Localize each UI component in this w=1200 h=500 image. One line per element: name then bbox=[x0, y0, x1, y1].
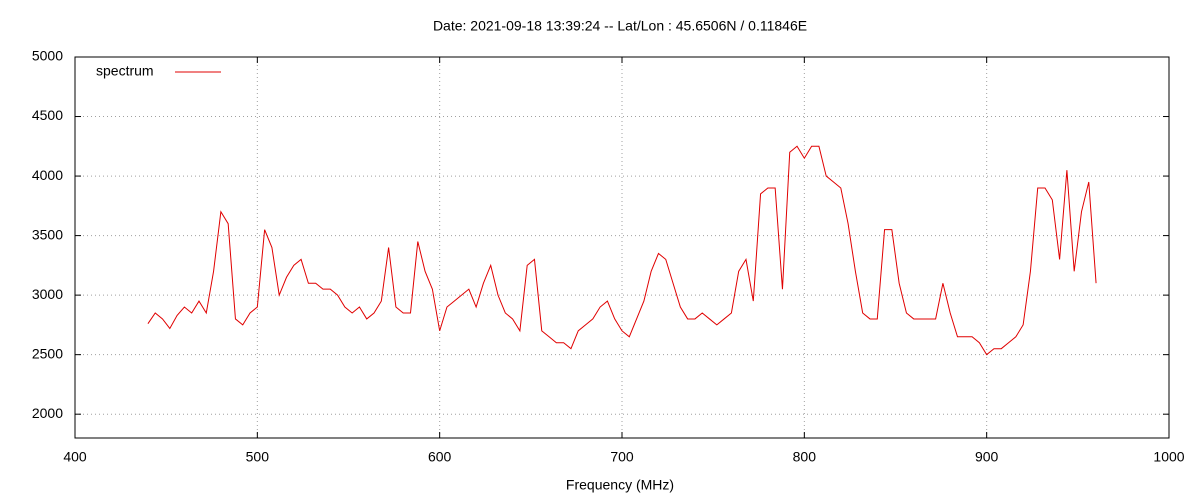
plot-frame bbox=[74, 56, 1170, 439]
y-tick-label: 2000 bbox=[32, 405, 63, 421]
chart-title: Date: 2021-09-18 13:39:24 -- Lat/Lon : 4… bbox=[433, 18, 807, 34]
spectrum-line bbox=[147, 145, 1097, 356]
y-tick-label: 3500 bbox=[32, 226, 63, 242]
x-tick-label: 700 bbox=[610, 449, 634, 465]
y-tick-label: 4500 bbox=[32, 107, 63, 123]
x-tick-label: 800 bbox=[793, 449, 817, 465]
x-tick-label: 600 bbox=[428, 449, 452, 465]
x-tick-label: 900 bbox=[975, 449, 999, 465]
y-tick-label: 2500 bbox=[32, 345, 63, 361]
x-tick-label: 500 bbox=[246, 449, 270, 465]
x-tick-label: 400 bbox=[63, 449, 87, 465]
y-tick-label: 3000 bbox=[32, 286, 63, 302]
x-tick-label: 1000 bbox=[1153, 449, 1184, 465]
x-axis-label: Frequency (MHz) bbox=[566, 477, 674, 493]
y-tick-label: 5000 bbox=[32, 48, 63, 64]
y-tick-label: 4000 bbox=[32, 167, 63, 183]
legend-label: spectrum bbox=[96, 63, 154, 79]
